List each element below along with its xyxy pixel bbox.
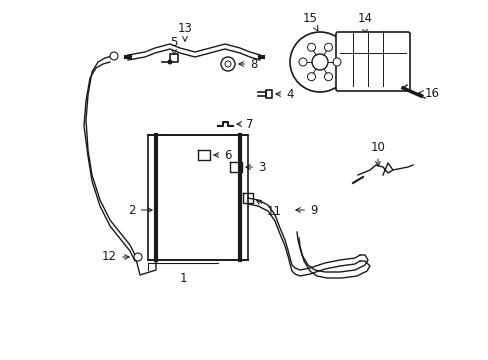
Bar bbox=[148, 135, 247, 260]
Circle shape bbox=[289, 32, 349, 92]
Text: 12: 12 bbox=[102, 251, 129, 264]
Text: 5: 5 bbox=[170, 36, 177, 54]
Circle shape bbox=[110, 52, 118, 60]
Text: 11: 11 bbox=[256, 200, 282, 217]
Text: 7: 7 bbox=[236, 117, 253, 131]
Circle shape bbox=[311, 54, 327, 70]
Circle shape bbox=[224, 61, 230, 67]
Text: 10: 10 bbox=[370, 140, 385, 166]
Circle shape bbox=[168, 60, 172, 64]
FancyBboxPatch shape bbox=[335, 32, 409, 91]
Circle shape bbox=[307, 73, 315, 81]
Circle shape bbox=[307, 43, 315, 51]
Circle shape bbox=[324, 73, 332, 81]
Text: 15: 15 bbox=[302, 12, 317, 31]
Circle shape bbox=[298, 58, 306, 66]
Text: 3: 3 bbox=[245, 161, 265, 174]
Text: 9: 9 bbox=[295, 203, 317, 216]
Text: 2: 2 bbox=[128, 203, 152, 216]
Circle shape bbox=[134, 253, 142, 261]
Text: 14: 14 bbox=[357, 12, 372, 34]
Text: 6: 6 bbox=[213, 149, 231, 162]
Circle shape bbox=[324, 43, 332, 51]
Text: 1: 1 bbox=[179, 271, 186, 284]
Circle shape bbox=[332, 58, 340, 66]
Text: 8: 8 bbox=[238, 58, 257, 71]
Text: 16: 16 bbox=[418, 86, 439, 99]
Circle shape bbox=[221, 57, 235, 71]
Text: 4: 4 bbox=[275, 87, 293, 100]
Text: 13: 13 bbox=[177, 22, 192, 41]
